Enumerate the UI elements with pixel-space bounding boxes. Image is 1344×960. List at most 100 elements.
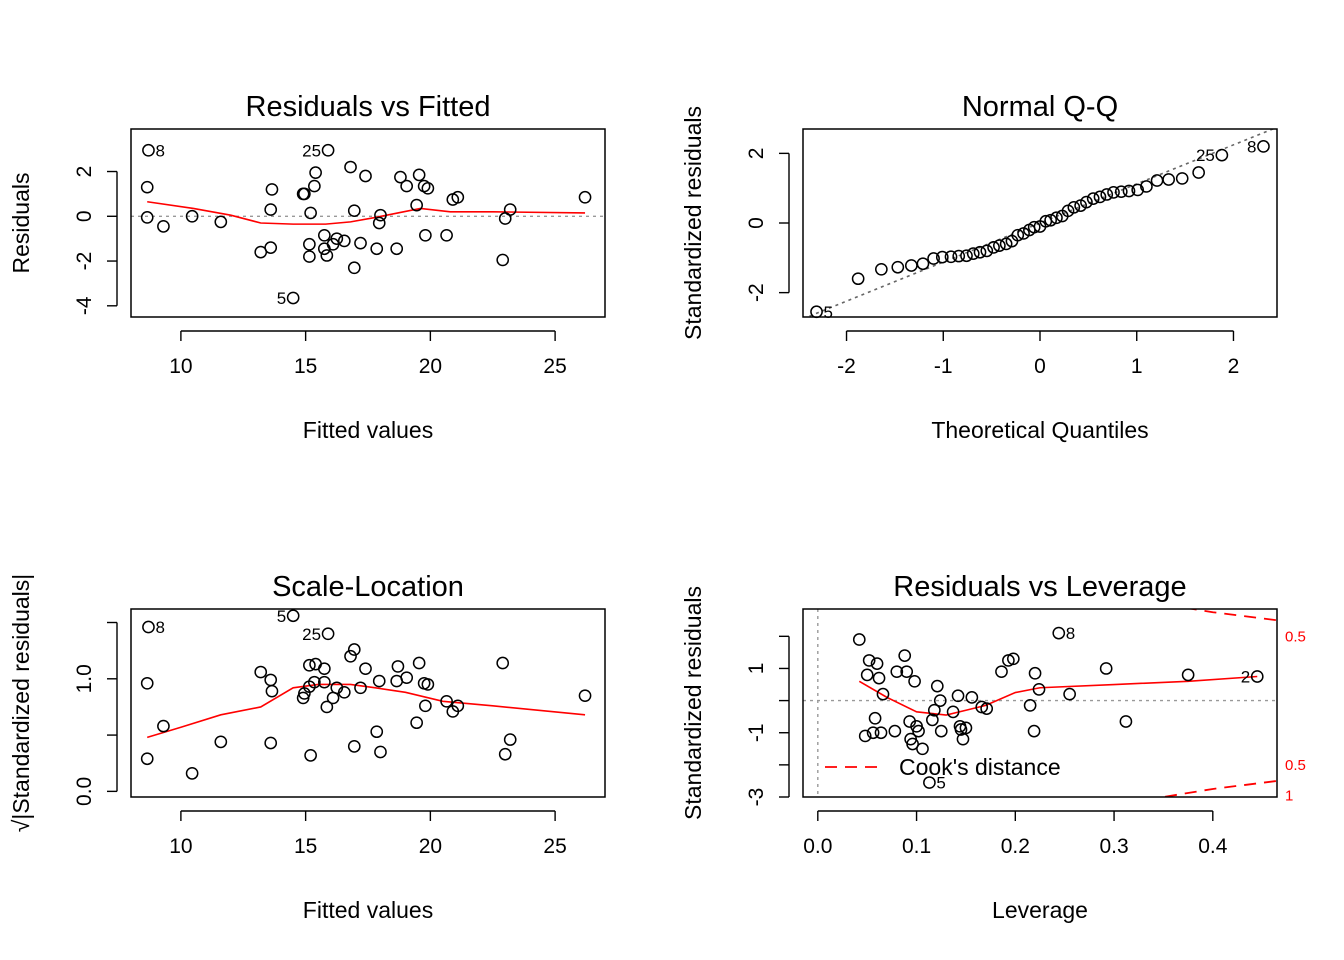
data-point xyxy=(317,675,331,689)
data-point xyxy=(1257,140,1270,153)
data-point xyxy=(317,662,331,676)
smoother-line xyxy=(858,675,1258,716)
data-point xyxy=(503,733,517,746)
data-point xyxy=(157,719,170,733)
data-point xyxy=(993,239,1006,252)
data-point xyxy=(320,700,334,714)
y-tick-label: 2 xyxy=(745,148,768,160)
y-tick-label: -3 xyxy=(745,788,768,807)
data-point xyxy=(1080,195,1093,209)
point-label: 25 xyxy=(1196,146,1215,165)
data-point xyxy=(999,237,1013,251)
data-point xyxy=(934,724,948,738)
data-point xyxy=(1107,186,1120,199)
data-point xyxy=(321,627,335,641)
data-point xyxy=(309,166,322,179)
data-point xyxy=(1067,200,1081,214)
data-point xyxy=(810,305,823,319)
data-point xyxy=(503,203,517,216)
x-tick-label: 25 xyxy=(543,835,566,858)
data-point xyxy=(1162,173,1176,186)
data-point xyxy=(890,665,904,679)
point-label: 5 xyxy=(277,289,286,308)
data-point xyxy=(959,721,973,735)
data-point xyxy=(400,671,414,685)
x-tick-label: 25 xyxy=(543,355,566,378)
data-point xyxy=(578,689,592,703)
x-tick-label: 15 xyxy=(294,355,317,378)
point-label: 25 xyxy=(302,141,321,160)
data-point xyxy=(1099,662,1113,675)
data-point xyxy=(354,236,367,250)
x-axis-label: Fitted values xyxy=(303,897,433,923)
data-point xyxy=(858,729,872,743)
data-point xyxy=(935,250,949,264)
panel-normal-qq: 5 25 8 -2 -1 0 1 2 -2 0 2 Normal Q-Q Theoretical Qua… xyxy=(680,91,1278,443)
plot-frame xyxy=(802,608,1278,798)
plot-frame xyxy=(802,128,1278,318)
data-point xyxy=(916,742,929,756)
data-point xyxy=(956,732,970,746)
smoother-line xyxy=(147,200,586,225)
point-label: 2 xyxy=(1241,667,1250,686)
data-point xyxy=(1086,192,1100,205)
x-tick-label: -2 xyxy=(837,355,856,378)
data-point xyxy=(410,198,423,212)
data-point xyxy=(498,747,512,761)
y-tick-label: -4 xyxy=(73,296,96,315)
data-point xyxy=(954,723,968,736)
data-point xyxy=(960,249,973,263)
x-tick-label: 10 xyxy=(169,835,192,858)
data-point xyxy=(1028,666,1042,680)
y-axis-label: Standardized residuals xyxy=(680,586,706,820)
data-point xyxy=(980,702,994,715)
data-point xyxy=(578,190,592,204)
data-point xyxy=(900,665,914,679)
data-point xyxy=(1023,699,1037,712)
x-tick-label: 0 xyxy=(1034,355,1046,378)
data-point xyxy=(337,234,351,248)
data-point xyxy=(891,260,905,274)
data-point xyxy=(1027,724,1041,738)
data-point xyxy=(1140,180,1153,193)
data-point xyxy=(874,726,888,740)
data-point xyxy=(875,262,888,276)
data-point xyxy=(916,257,930,271)
chart-title: Residuals vs Fitted xyxy=(246,91,491,123)
data-point xyxy=(862,654,876,667)
data-point xyxy=(904,259,918,272)
data-point xyxy=(412,168,426,182)
data-point xyxy=(952,249,966,263)
data-point xyxy=(868,711,882,725)
y-tick-label: 2 xyxy=(73,166,96,178)
plot-frame xyxy=(130,128,606,318)
data-point xyxy=(1122,184,1136,198)
data-point xyxy=(419,228,432,242)
cooks-level-label: 0.5 xyxy=(1285,757,1306,774)
data-point xyxy=(308,675,321,689)
data-point xyxy=(1093,190,1107,204)
data-point xyxy=(1063,687,1076,701)
data-point xyxy=(421,678,435,691)
data-point xyxy=(304,748,317,762)
data-point xyxy=(264,203,278,216)
data-point xyxy=(391,660,405,673)
data-point xyxy=(872,671,886,685)
data-point xyxy=(286,609,300,623)
data-point xyxy=(975,700,989,714)
data-point xyxy=(926,713,939,727)
y-tick-label: 1.0 xyxy=(73,664,96,693)
data-point xyxy=(142,143,155,157)
data-point xyxy=(451,699,465,713)
data-point xyxy=(347,261,361,275)
data-point xyxy=(908,674,921,688)
data-point xyxy=(412,656,426,670)
data-point xyxy=(973,245,987,259)
data-point xyxy=(1002,654,1015,667)
x-tick-label: 0.4 xyxy=(1198,835,1228,858)
data-point xyxy=(320,249,334,262)
data-point xyxy=(321,143,335,157)
data-point xyxy=(933,694,947,707)
data-point xyxy=(1119,715,1133,728)
